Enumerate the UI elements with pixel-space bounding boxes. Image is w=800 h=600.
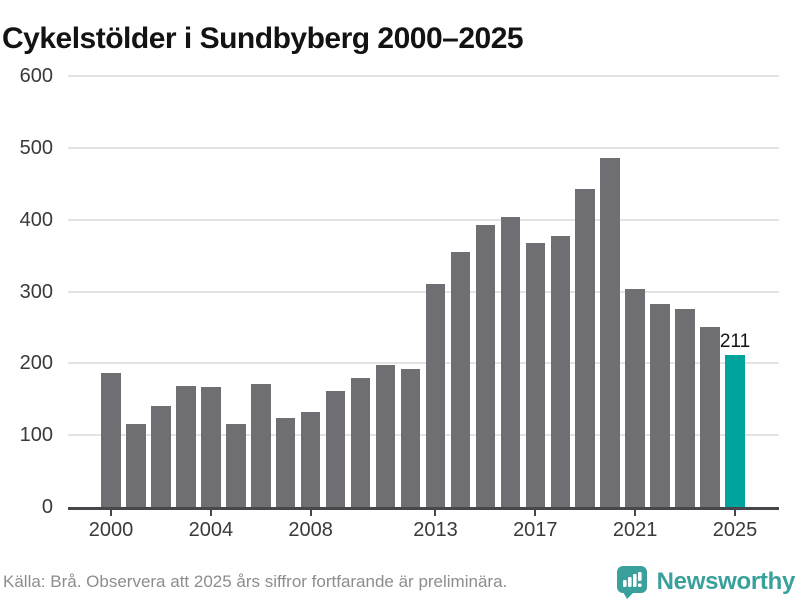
bar-2023 (675, 309, 695, 507)
gridline-600 (68, 75, 779, 77)
y-axis-label: 0 (41, 496, 53, 518)
bar-2002 (151, 406, 171, 507)
bar-2016 (500, 216, 521, 507)
x-axis-tick (110, 510, 112, 516)
bar-2009 (325, 391, 346, 507)
bar-2020 (600, 157, 620, 507)
newsworthy-logo-icon (616, 565, 649, 599)
gridline-100 (68, 434, 779, 437)
bar-2015 (475, 224, 496, 507)
bar-2010 (350, 378, 371, 507)
bar-2007 (275, 417, 296, 507)
bar-2021 (625, 288, 645, 507)
newsworthy-logo-text: Newsworthy (656, 568, 796, 595)
x-axis-label: 2017 (513, 519, 558, 541)
bar-2017 (525, 242, 546, 507)
bar-value-label: 211 (719, 331, 751, 353)
bar-2006 (251, 384, 271, 507)
gridline-500 (68, 146, 779, 149)
gridline-400 (68, 218, 779, 221)
y-axis-label: 300 (19, 280, 53, 303)
bar-2025 (725, 355, 745, 507)
x-axis-label: 2004 (188, 519, 234, 541)
x-axis-tick (309, 510, 312, 516)
bar-2000 (101, 373, 121, 507)
y-axis-label: 400 (19, 208, 53, 231)
bar-2013 (425, 283, 446, 507)
y-axis-label: 100 (19, 424, 53, 447)
bar-2018 (550, 236, 571, 507)
x-axis-label: 2013 (413, 519, 458, 541)
chart-title: Cykelstölder i Sundbyberg 2000–2025 (2, 22, 524, 56)
bar-2005 (226, 423, 246, 507)
x-axis-label: 2000 (88, 519, 134, 541)
x-axis-label: 2021 (612, 519, 658, 541)
x-axis-tick (534, 510, 537, 516)
x-axis-tick (209, 510, 212, 516)
y-axis-label: 200 (19, 352, 53, 375)
bar-2012 (400, 369, 421, 507)
x-axis-tick (634, 510, 637, 516)
bar-2019 (575, 188, 595, 507)
bar-2003 (176, 385, 196, 507)
source-note: Källa: Brå. Observera att 2025 års siffr… (3, 572, 508, 591)
bar-2024 (700, 327, 720, 507)
x-axis-label: 2025 (712, 519, 758, 541)
gridline-200 (68, 362, 779, 365)
y-axis-label: 500 (19, 136, 53, 159)
bar-2022 (650, 303, 670, 507)
bar-2008 (300, 412, 321, 507)
bar-2004 (201, 387, 221, 507)
gridline-300 (68, 290, 779, 293)
x-axis-tick (734, 510, 736, 516)
x-axis-line (68, 507, 779, 510)
newsworthy-logo: Newsworthy (616, 565, 795, 599)
x-axis-label: 2008 (288, 519, 333, 541)
bar-2011 (375, 364, 396, 507)
bar-2001 (126, 424, 146, 507)
y-axis-label: 600 (19, 65, 53, 87)
bar-2014 (450, 251, 471, 507)
x-axis-tick (434, 510, 437, 516)
